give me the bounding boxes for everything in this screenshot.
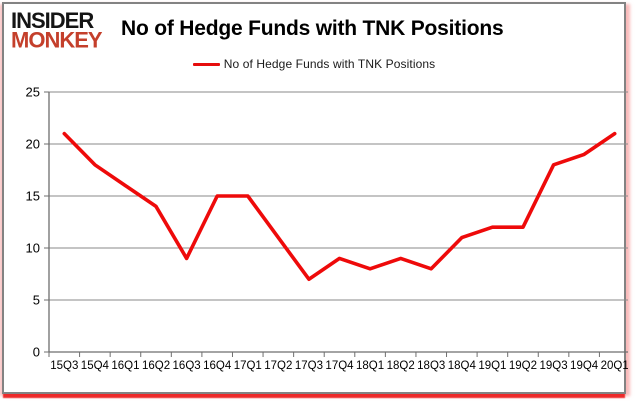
x-tick-label: 16Q1 [111,360,139,372]
y-tick-label: 0 [33,345,40,360]
x-tick-label: 19Q3 [539,360,567,372]
x-tick-label: 15Q4 [81,360,110,372]
y-tick-label: 20 [26,137,40,152]
chart-card: INSIDER MONKEY No of Hedge Funds with TN… [2,2,631,394]
series-line [62,131,617,282]
y-tick-label: 5 [33,293,40,308]
logo-line2: MONKEY [11,26,103,53]
y-tick-label: 15 [26,189,40,204]
plot-area: 0 5 10 15 20 25 15Q3 15Q4 16Q1 16Q2 16Q3 16Q4 17Q1 17… [4,4,631,392]
x-tick-label: 16Q2 [142,360,170,372]
x-tick-label: 18Q4 [448,360,477,372]
x-tick-label: 17Q4 [325,360,354,372]
x-tick-label: 18Q2 [387,360,415,372]
x-tick-label: 17Q1 [234,360,262,372]
x-tick-label: 18Q3 [417,360,445,372]
x-tick-label: 20Q1 [601,360,628,372]
x-tick-label: 16Q4 [203,360,232,372]
y-tick-label: 10 [26,241,40,256]
legend-label: No of Hedge Funds with TNK Positions [223,57,436,71]
chart-title: No of Hedge Funds with TNK Positions [121,17,504,40]
x-tick-label: 19Q2 [509,360,537,372]
logo-line1: INSIDER [11,7,94,34]
x-tick-label: 17Q2 [264,360,292,372]
y-tick-label: 25 [26,85,40,100]
legend-line-icon [192,62,220,66]
x-tick-label: 15Q3 [50,360,78,372]
x-tick-label: 18Q1 [356,360,384,372]
x-tick-label: 19Q1 [478,360,506,372]
insider-monkey-logo: INSIDER MONKEY [11,7,113,53]
x-tick-label: 16Q3 [173,360,201,372]
legend: No of Hedge Funds with TNK Positions [4,57,624,71]
x-tick-label: 19Q4 [570,360,599,372]
x-tick-label: 17Q3 [295,360,323,372]
